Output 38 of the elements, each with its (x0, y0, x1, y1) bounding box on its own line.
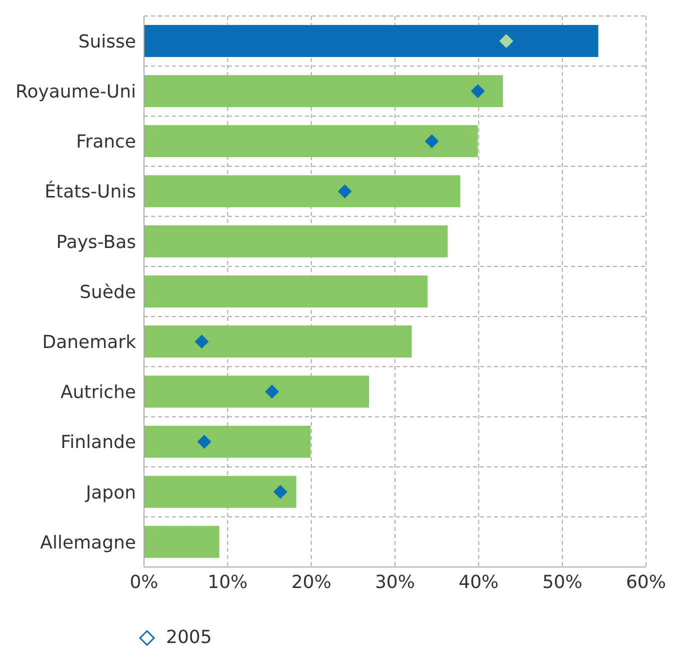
y-tick-label: France (76, 132, 136, 153)
point (197, 434, 212, 449)
y-tick-label: Danemark (42, 332, 137, 353)
y-tick-label: Pays-Bas (56, 232, 136, 253)
bar (144, 426, 310, 458)
bar (144, 125, 478, 158)
point (273, 484, 288, 499)
point (194, 334, 209, 349)
point (338, 184, 352, 198)
y-tick-label: Suède (80, 282, 136, 303)
point (499, 34, 514, 48)
bar (144, 75, 503, 108)
bar (144, 526, 220, 558)
bar (144, 225, 448, 258)
bar (144, 275, 428, 308)
x-tick-label: 10% (208, 572, 248, 593)
x-tick-label: 50% (542, 572, 582, 593)
y-tick-label: Finlande (60, 432, 136, 454)
y-tick-label: Allemagne (40, 532, 136, 554)
y-tick-label: Suisse (78, 31, 136, 52)
bar (144, 326, 412, 358)
bar (144, 175, 460, 208)
y-tick-label: Japon (84, 482, 136, 504)
bar (144, 376, 370, 408)
x-tick-label: 40% (458, 572, 499, 593)
x-tick-label: 0% (130, 572, 158, 593)
x-tick-label: 30% (374, 572, 416, 593)
x-tick-label: 20% (291, 572, 332, 593)
legend-label: 2005 (165, 627, 212, 648)
y-tick-label: Royaume-Uni (16, 82, 136, 103)
point (265, 384, 280, 399)
y-tick-label: Autriche (60, 382, 136, 404)
point (470, 84, 485, 98)
x-tick-label: 60% (626, 572, 666, 593)
bar (144, 25, 598, 57)
y-tick-label: États-Unis (44, 180, 136, 203)
bar (144, 476, 296, 508)
point (424, 134, 439, 148)
